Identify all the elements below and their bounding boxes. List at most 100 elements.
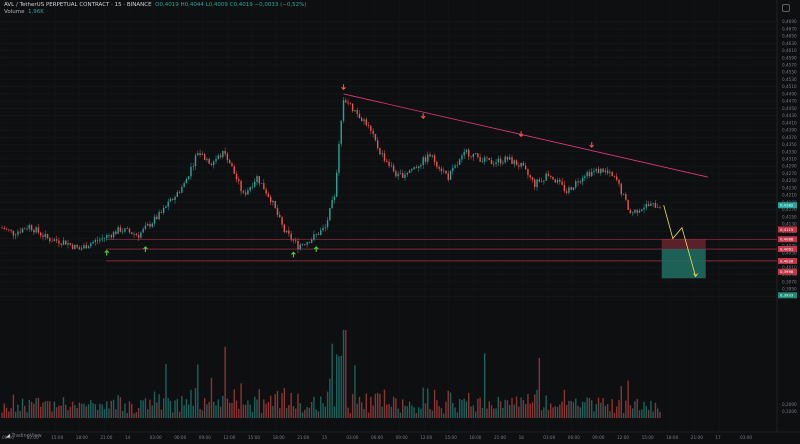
price-tag <box>778 226 797 233</box>
candle-body <box>604 170 607 172</box>
volume-bar <box>103 409 106 418</box>
volume-bar <box>187 404 190 418</box>
x-tick-label: 21:00 <box>100 435 112 440</box>
volume-bar <box>244 404 247 418</box>
candle-body <box>411 168 413 171</box>
candle-body <box>652 202 654 204</box>
volume-bar <box>133 413 135 418</box>
candle-body <box>55 239 58 241</box>
candle-body <box>21 228 24 233</box>
candle-body <box>30 225 33 231</box>
volume-bar <box>404 405 406 418</box>
volume-bar <box>260 412 263 418</box>
candle-body <box>67 243 69 245</box>
volume-bar <box>233 389 235 418</box>
volume-bar <box>620 386 622 418</box>
volume-bar <box>99 403 101 418</box>
volume-bar <box>258 389 260 418</box>
candle-body <box>609 172 611 173</box>
volume-bar <box>458 398 461 418</box>
candle-body <box>602 168 604 172</box>
candle-body <box>554 179 556 183</box>
x-tick-label: 09:00 <box>199 435 211 440</box>
candle-body <box>103 237 106 239</box>
volume-bar <box>370 396 372 418</box>
candle-body <box>499 158 502 164</box>
settings-icon[interactable] <box>782 4 790 12</box>
candle-body <box>58 240 60 244</box>
candle-body <box>147 224 149 226</box>
volume-bar <box>588 398 591 418</box>
price-tag-label: 0,4061 <box>780 246 794 251</box>
y-tick-label: 0,4070 <box>782 243 797 248</box>
candle-body <box>465 149 468 152</box>
symbol-title[interactable]: AVL / TetherUS PERPETUAL CONTRACT · 15 ·… <box>4 2 152 8</box>
volume-bar <box>235 400 238 418</box>
volume-bar <box>529 403 531 418</box>
candle-body <box>454 165 456 168</box>
volume-bar <box>347 407 349 418</box>
volume-bar <box>40 406 42 418</box>
volume-bar <box>140 400 142 418</box>
volume-bar <box>65 404 67 418</box>
candle-body <box>417 166 420 168</box>
candle-body <box>183 183 185 188</box>
price-tag <box>778 236 797 243</box>
candle-body <box>28 225 31 229</box>
volume-bar <box>634 401 636 418</box>
support-arrow <box>291 251 296 258</box>
volume-bar <box>413 407 415 418</box>
volume-bar <box>392 396 395 418</box>
brand-logo: ◢ TradingView <box>6 433 42 439</box>
volume-bar <box>62 397 65 418</box>
target-zone <box>661 249 706 279</box>
volume-bar <box>590 400 593 418</box>
indicator-label[interactable]: Volume <box>4 9 25 15</box>
candle-body <box>486 157 488 159</box>
candle-body <box>495 162 497 165</box>
volume-bar <box>44 401 46 418</box>
volume-bar <box>92 403 94 418</box>
candle-body <box>374 133 377 141</box>
volume-bar <box>304 409 306 418</box>
candle-body <box>588 172 591 177</box>
volume-bar <box>21 398 24 418</box>
candle-body <box>276 208 279 216</box>
candle-body <box>606 170 609 173</box>
volume-bar <box>618 400 620 418</box>
candle-body <box>213 161 215 166</box>
volume-bar <box>340 355 342 418</box>
volume-bar <box>310 401 313 418</box>
y-tick-label: 0,4370 <box>782 135 797 140</box>
candle-body <box>361 118 363 122</box>
volume-bar <box>395 398 397 418</box>
volume-bar <box>367 412 370 418</box>
volume-bar <box>654 402 657 418</box>
volume-bar <box>165 364 167 418</box>
volume-bar <box>290 392 292 418</box>
volume-bar <box>524 404 527 418</box>
volume-bar <box>60 405 62 418</box>
volume-bar <box>606 404 609 418</box>
candle-body <box>14 234 17 236</box>
volume-bar <box>12 394 15 418</box>
candle-body <box>80 248 83 250</box>
candle-body <box>590 171 593 177</box>
x-tick-label: 03:00 <box>543 435 555 440</box>
candle-body <box>561 181 563 185</box>
x-tick-label: 17 <box>715 435 721 440</box>
candle-body <box>379 148 381 155</box>
candle-body <box>584 176 586 178</box>
candle-body <box>231 163 233 167</box>
x-tick-label: 12:00 <box>27 435 39 440</box>
candle-body <box>424 157 427 162</box>
candle-body <box>404 174 406 178</box>
volume-bar <box>153 391 156 418</box>
volume-bar <box>483 353 486 418</box>
volume-bar <box>108 408 110 418</box>
x-tick-label: 21:00 <box>691 435 703 440</box>
volume-bar <box>208 401 210 418</box>
candle-body <box>415 167 418 168</box>
candle-body <box>506 156 509 160</box>
